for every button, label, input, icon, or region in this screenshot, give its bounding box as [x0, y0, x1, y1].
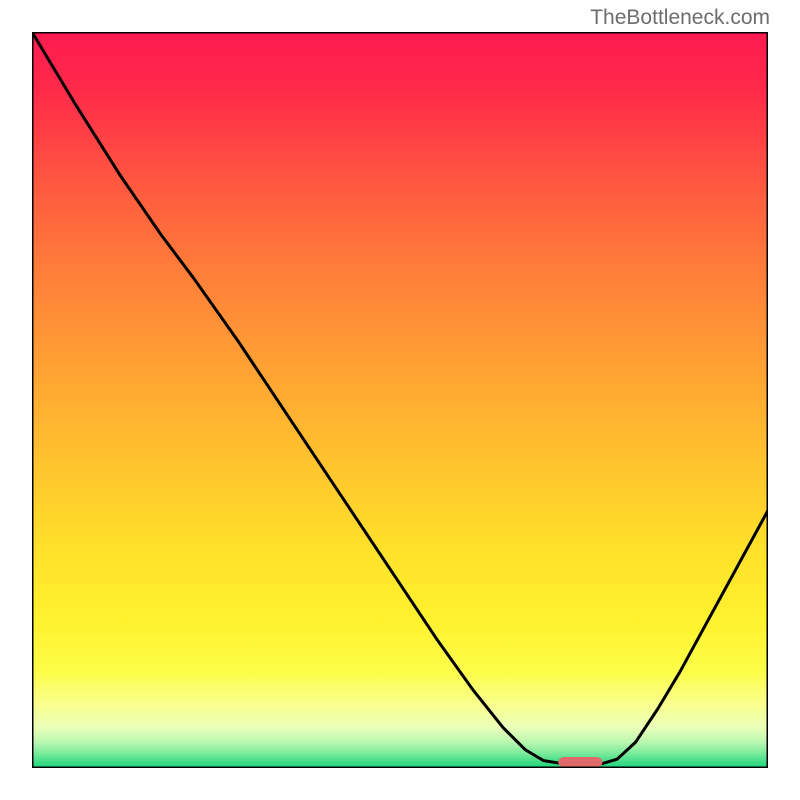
watermark-text: TheBottleneck.com [590, 6, 770, 30]
bottleneck-curve-chart [0, 0, 800, 800]
optimum-marker [558, 757, 602, 767]
chart-frame: TheBottleneck.com [0, 0, 800, 800]
gradient-background [32, 32, 768, 768]
